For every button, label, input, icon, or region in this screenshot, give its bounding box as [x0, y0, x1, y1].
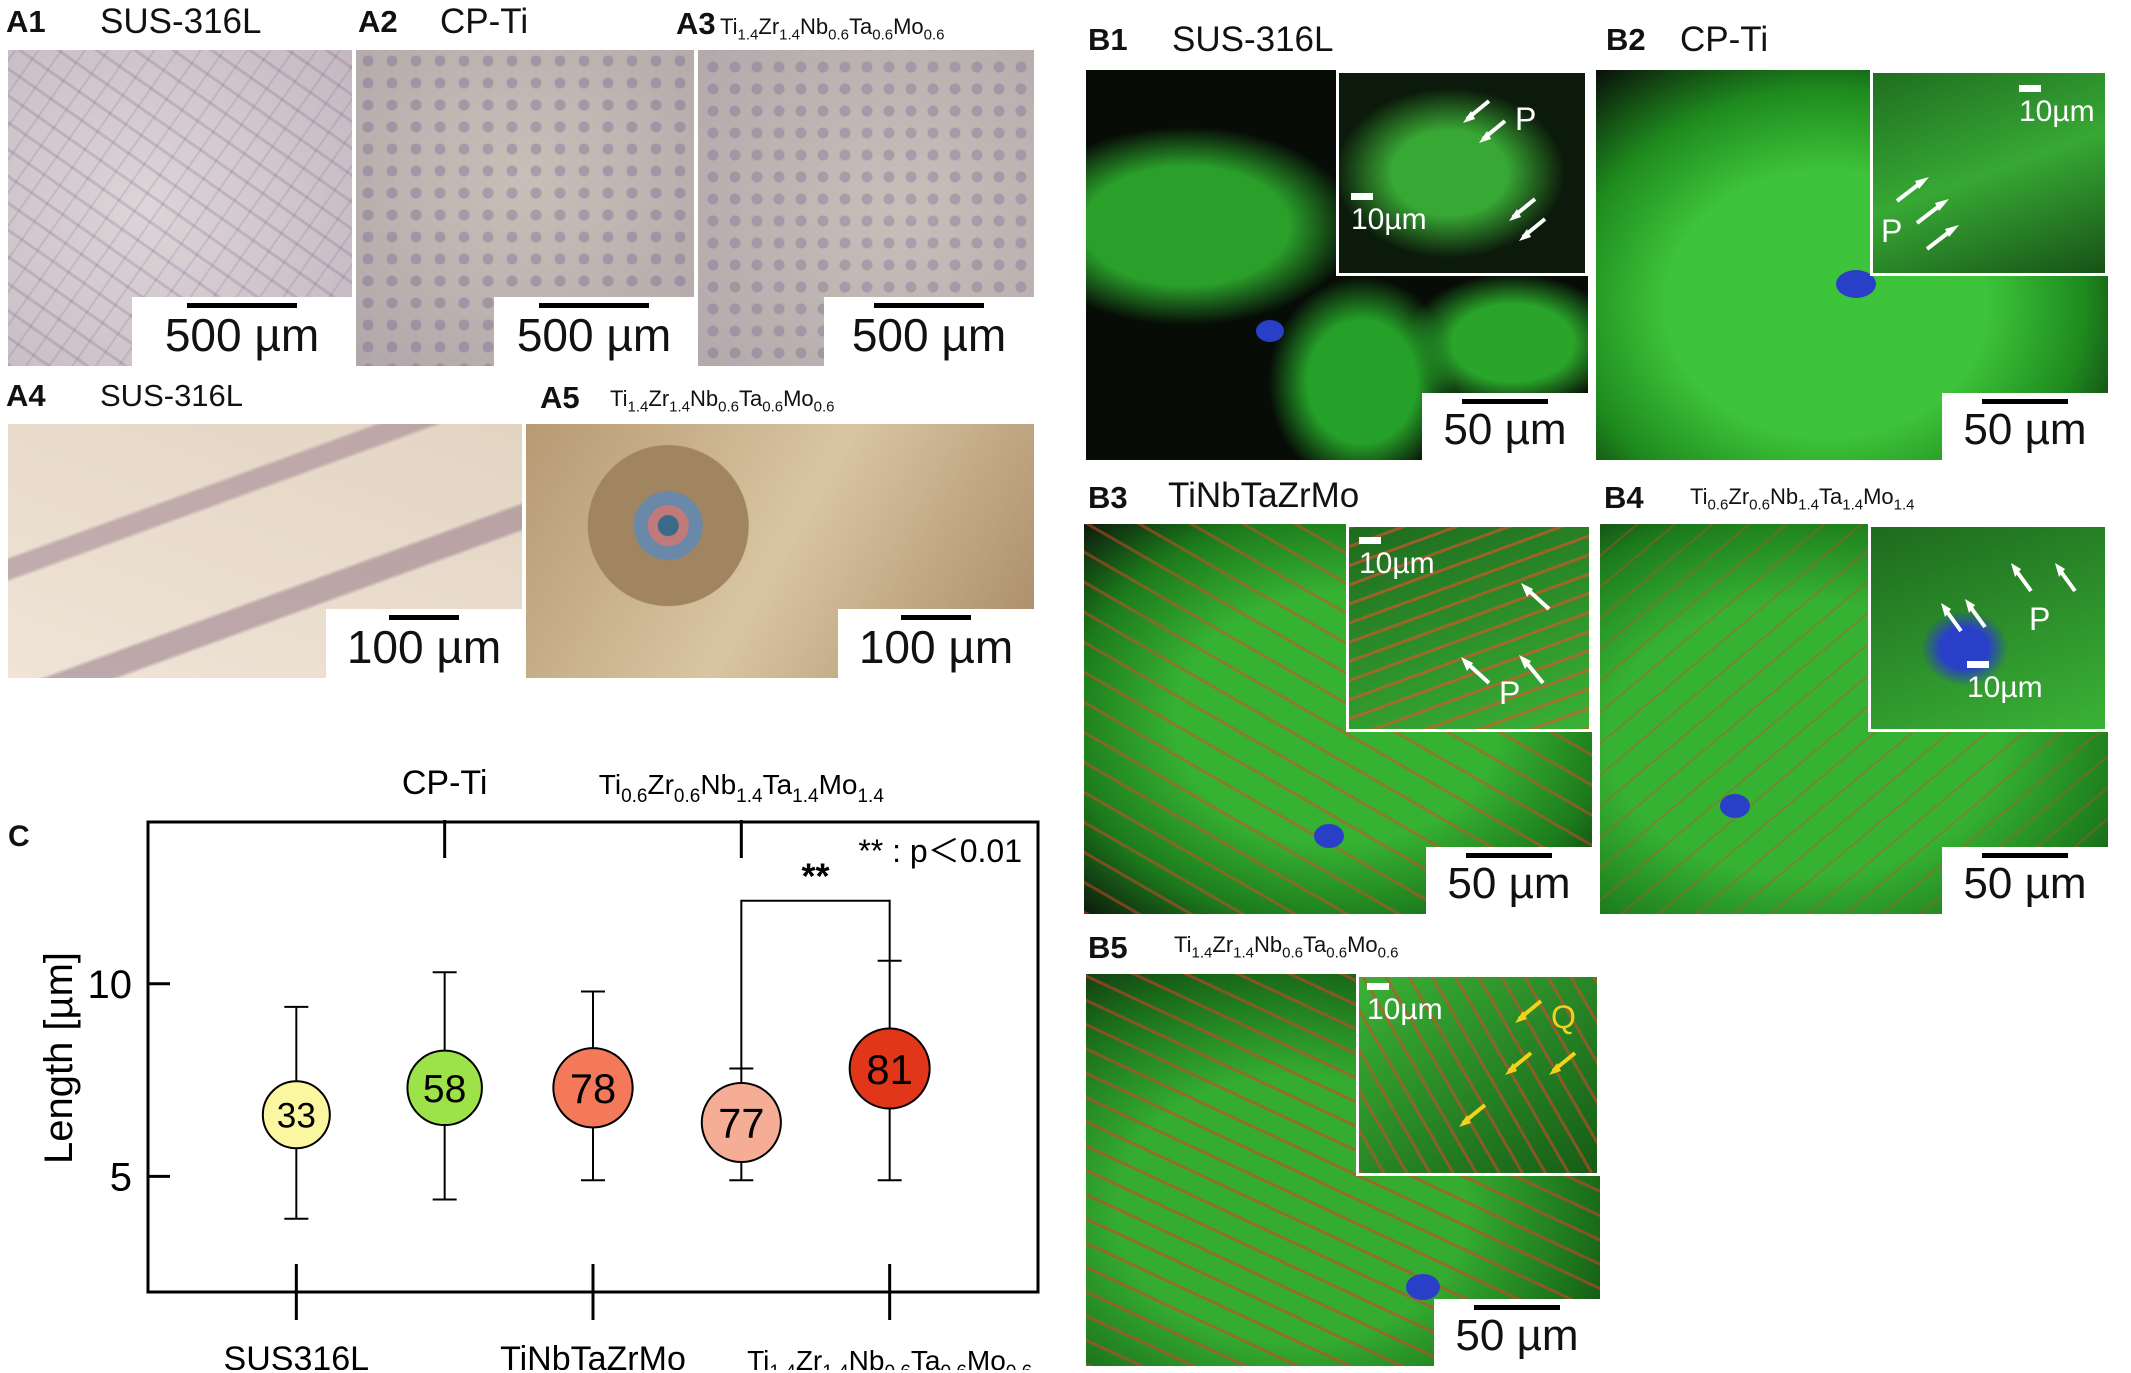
- inset-scale-b4: 10µm: [1967, 661, 2043, 705]
- inset-b5: 10µm Q: [1356, 974, 1600, 1176]
- marker-p-b4: P: [2029, 601, 2051, 637]
- fluorescence-image-b3: 10µm P 50 µm: [1084, 524, 1592, 914]
- inset-b2: 10µm P: [1870, 70, 2108, 276]
- nucleus: [1314, 824, 1344, 848]
- arrows-b2: [1895, 177, 1959, 251]
- panel-title-b2: CP-Ti: [1680, 20, 1769, 59]
- scale-bar-b2: 50 µm: [1942, 393, 2108, 460]
- inset-scale-b2: 10µm: [2019, 85, 2095, 129]
- micrograph-a4: 100 µm: [8, 424, 522, 678]
- panel-title-a2: CP-Ti: [440, 2, 529, 41]
- x-tick-label-top: CP-Ti: [402, 764, 488, 802]
- micrograph-a1: 500 µm: [8, 50, 352, 366]
- marker-p-b2: P: [1881, 213, 1903, 249]
- x-tick-label-top: Ti0.6​Zr0.6​Nb1.4​Ta1.4​Mo1.4​: [599, 769, 885, 807]
- panel-label-a3: A3: [676, 6, 716, 41]
- mean-marker: [552, 1047, 634, 1129]
- panel-title-a1: SUS-316L: [100, 2, 262, 41]
- y-axis-label: Length [µm]: [37, 952, 81, 1164]
- marker-p-b1: P: [1515, 101, 1537, 137]
- scale-bar-b3: 50 µm: [1426, 847, 1592, 914]
- panel-title-a5: Ti1.4Zr1.4Nb0.6Ta0.6Mo0.6: [610, 386, 835, 416]
- nucleus: [1720, 794, 1750, 818]
- micrograph-a2: 500 µm: [356, 50, 694, 366]
- sample-count-label: 77: [718, 1100, 764, 1147]
- panel-label-b3: B3: [1088, 480, 1128, 515]
- nucleus: [1406, 1274, 1440, 1300]
- significance-note: ** : p＜0.01: [858, 833, 1022, 869]
- scale-bar-a5: 100 µm: [838, 609, 1034, 678]
- fluorescence-image-b5: 10µm Q 50 µm: [1086, 974, 1600, 1366]
- panel-title-a4: SUS-316L: [100, 378, 244, 413]
- panel-title-b5: Ti1.4Zr1.4Nb0.6Ta0.6Mo0.6: [1174, 932, 1399, 962]
- arrows-b4: [1941, 563, 2077, 633]
- panel-label-a2: A2: [358, 4, 398, 39]
- micrograph-a3: 500 µm: [698, 50, 1034, 366]
- micrograph-a5: 100 µm: [526, 424, 1034, 678]
- arrows-b3: [1461, 583, 1551, 685]
- significance-bracket: [740, 899, 891, 1069]
- panel-label-a4: A4: [6, 378, 46, 413]
- inset-scale-b5: 10µm: [1367, 983, 1443, 1027]
- inset-b4: 10µm P: [1868, 524, 2108, 732]
- arrows-b5: [1459, 999, 1577, 1127]
- sample-count-label: 78: [570, 1065, 616, 1112]
- mean-marker: [261, 1080, 331, 1150]
- nucleus: [1836, 270, 1876, 298]
- arrows-b1: [1463, 99, 1547, 241]
- inset-scale-b1: 10µm: [1351, 193, 1427, 237]
- x-tick-label-bottom: TiNbTaZrMo: [500, 1340, 686, 1370]
- mean-marker: [700, 1081, 782, 1164]
- panel-label-b5: B5: [1088, 930, 1128, 965]
- mean-marker: [848, 1027, 931, 1110]
- sample-count-label: 58: [423, 1068, 466, 1111]
- x-tick-label-bottom: SUS316L: [224, 1340, 370, 1370]
- panel-title-b4: Ti0.6Zr0.6Nb1.4Ta1.4Mo1.4: [1690, 484, 1915, 514]
- panel-title-b3: TiNbTaZrMo: [1168, 476, 1360, 515]
- fluorescence-image-b4: 10µm P 50 µm: [1600, 524, 2108, 914]
- fluorescence-image-b2: 10µm P 50 µm: [1596, 70, 2108, 460]
- scale-bar-b5: 50 µm: [1434, 1299, 1600, 1366]
- y-tick-label: 10: [88, 963, 133, 1007]
- x-tick-label-bottom: Ti1.4​Zr1.4​Nb0.6​Ta0.6​Mo0.6​: [747, 1345, 1032, 1370]
- panel-label-b4: B4: [1604, 480, 1644, 515]
- sample-count-label: 33: [277, 1097, 316, 1136]
- panel-label-c: C: [8, 820, 30, 853]
- marker-q-b5: Q: [1551, 999, 1576, 1035]
- scale-bar-a1: 500 µm: [132, 297, 352, 366]
- scale-bar-b4: 50 µm: [1942, 847, 2108, 914]
- chart-c: Length [µm] ** : p＜0.01 5 10 SUS316L TiNbTa…: [37, 764, 1040, 1370]
- y-tick-label: 5: [110, 1155, 132, 1199]
- panel-label-a1: A1: [6, 4, 46, 39]
- fluorescence-image-b1: 10µm P 50 µm: [1086, 70, 1588, 460]
- panel-label-b1: B1: [1088, 22, 1128, 57]
- scale-bar-a3: 500 µm: [824, 297, 1034, 366]
- panel-title-b1: SUS-316L: [1172, 20, 1334, 59]
- significance-mark: **: [801, 856, 829, 897]
- panel-label-a5: A5: [540, 380, 580, 415]
- scale-bar-a2: 500 µm: [494, 297, 694, 366]
- panel-label-b2: B2: [1606, 22, 1646, 57]
- inset-scale-b3: 10µm: [1359, 537, 1435, 581]
- marker-p-b3: P: [1499, 675, 1521, 711]
- nucleus: [1256, 320, 1284, 342]
- panel-title-a3: Ti1.4Zr1.4Nb0.6Ta0.6Mo0.6: [720, 14, 945, 44]
- sample-count-label: 81: [866, 1046, 913, 1093]
- inset-b1: 10µm P: [1336, 70, 1588, 276]
- scale-bar-a4: 100 µm: [326, 609, 522, 678]
- inset-b3: 10µm P: [1346, 524, 1592, 732]
- mean-marker: [406, 1049, 483, 1127]
- scale-bar-b1: 50 µm: [1422, 393, 1588, 460]
